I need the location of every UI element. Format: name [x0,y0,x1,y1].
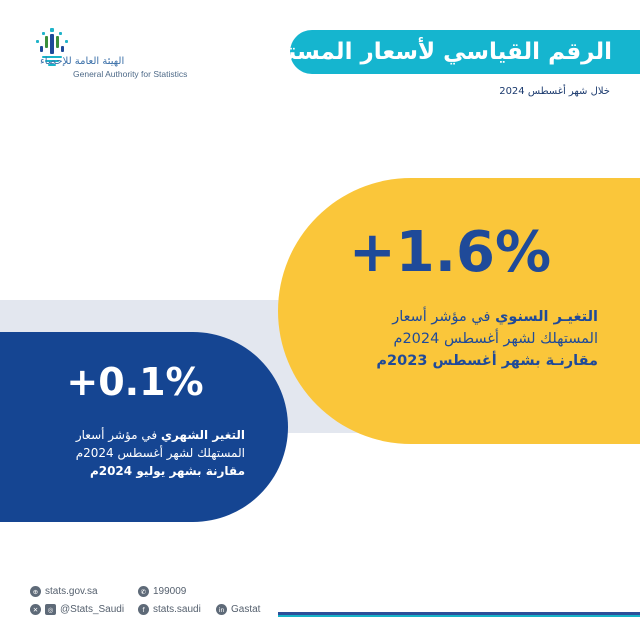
footer-facebook[interactable]: f stats.saudi [138,604,201,615]
logo-arabic-text: الهيئة العامة للإحصاء [40,56,125,67]
logo-icon [36,28,68,66]
monthly-change-value: +0.1% [66,360,204,404]
monthly-line3: مقارنة بشهر يوليو 2024م [89,464,245,478]
x-icon: ✕ [30,604,41,615]
facebook-icon: f [138,604,149,615]
annual-change-card [278,178,640,444]
title-banner: الرقم القياسي لأسعار المستهلك [242,30,640,74]
logo-english-text: General Authority for Statistics [73,69,188,79]
annual-change-value: +1.6% [348,220,552,285]
phone-icon: ✆ [138,586,149,597]
footer-divider-blue [278,612,640,615]
footer-linkedin[interactable]: in Gastat [216,604,260,615]
monthly-change-card [0,332,288,522]
gastat-logo [32,26,182,78]
monthly-line2: المستهلك لشهر أغسطس 2024م [75,446,245,460]
monthly-label-bold: التغير الشهري [160,428,245,442]
linkedin-icon: in [216,604,227,615]
footer-website[interactable]: ⊕ stats.gov.sa [30,586,98,597]
linkedin-text: Gastat [231,604,261,615]
footer-phone[interactable]: ✆ 199009 [138,586,186,597]
page-title: الرقم القياسي لأسعار المستهلك [241,39,612,65]
instagram-icon: ◎ [45,604,56,615]
annual-label-rest: في مؤشر أسعار [392,309,496,325]
annual-line3: مقارنـة بشهر أغسطس 2023م [376,353,598,369]
globe-icon: ⊕ [30,586,41,597]
social-text: @Stats_Saudi [60,604,125,615]
facebook-text: stats.saudi [153,604,201,615]
annual-line2: المستهلك لشهر أغسطس 2024م [393,331,598,347]
monthly-label-rest: في مؤشر أسعار [75,428,161,442]
annual-label-bold: التغيـر السنوي [495,309,598,325]
annual-change-description: التغيـر السنوي في مؤشر أسعار المستهلك لش… [298,306,598,372]
phone-text: 199009 [153,586,187,597]
footer: ⊕ stats.gov.sa ✆ 199009 ✕ ◎ @Stats_Saudi… [30,586,290,626]
page-subtitle: خلال شهر أغسطس 2024 [499,86,610,97]
footer-divider-cyan [278,615,640,617]
monthly-change-description: التغير الشهري في مؤشر أسعار المستهلك لشه… [20,426,245,480]
footer-social[interactable]: ✕ ◎ @Stats_Saudi [30,604,124,615]
website-text: stats.gov.sa [45,586,98,597]
